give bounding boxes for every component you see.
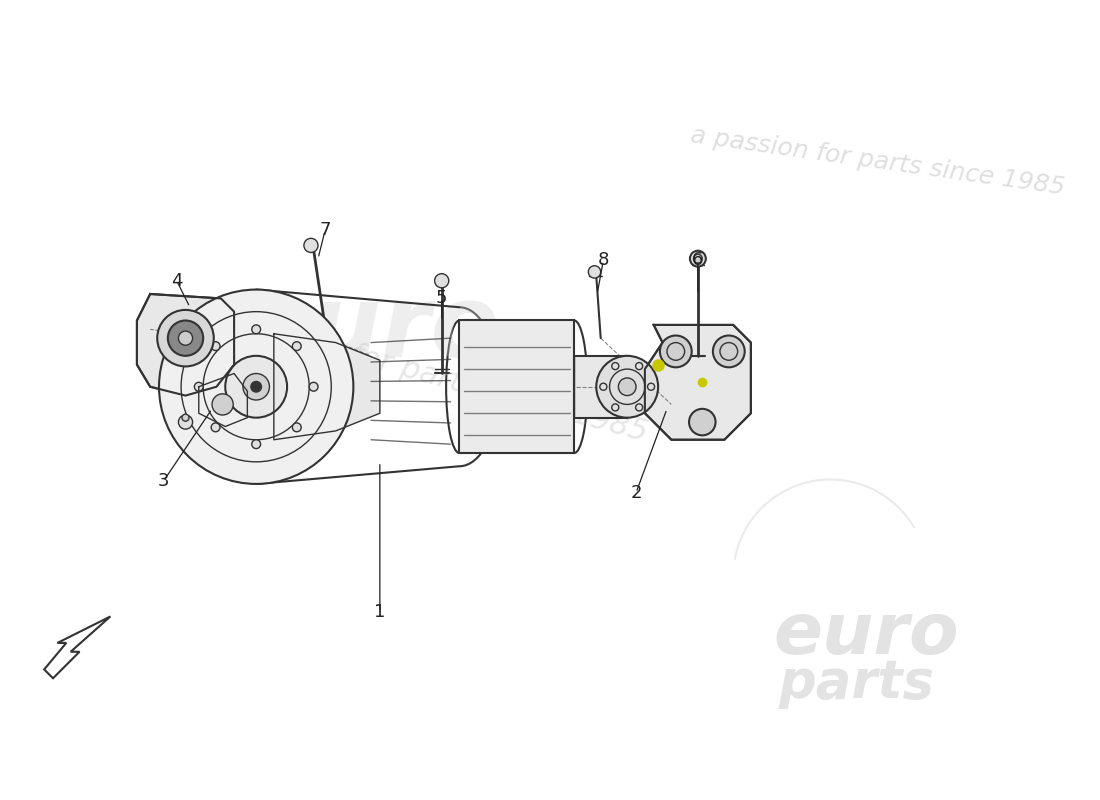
- Circle shape: [212, 394, 233, 415]
- Circle shape: [648, 383, 654, 390]
- Circle shape: [618, 378, 636, 395]
- Polygon shape: [44, 617, 110, 678]
- Circle shape: [434, 274, 449, 288]
- Polygon shape: [274, 334, 379, 440]
- Text: 8: 8: [597, 251, 609, 270]
- Circle shape: [252, 440, 261, 449]
- Text: 6: 6: [692, 251, 704, 270]
- Text: 3: 3: [157, 472, 169, 490]
- Text: 5: 5: [436, 290, 448, 307]
- Circle shape: [195, 382, 204, 391]
- Circle shape: [612, 404, 619, 411]
- Text: 4: 4: [170, 272, 183, 290]
- Circle shape: [293, 423, 301, 432]
- Text: a passion for parts since 1985: a passion for parts since 1985: [198, 300, 650, 447]
- Text: euro: euro: [242, 281, 499, 378]
- Circle shape: [178, 415, 192, 429]
- Circle shape: [226, 356, 287, 418]
- Circle shape: [252, 325, 261, 334]
- Circle shape: [713, 335, 745, 367]
- Polygon shape: [136, 294, 234, 395]
- Polygon shape: [645, 325, 751, 440]
- Circle shape: [293, 342, 301, 350]
- Circle shape: [689, 409, 716, 435]
- Circle shape: [690, 250, 706, 266]
- Bar: [460, 321, 574, 453]
- Circle shape: [211, 423, 220, 432]
- Circle shape: [157, 310, 213, 366]
- Circle shape: [612, 362, 619, 370]
- Text: 1: 1: [374, 603, 385, 621]
- Text: euro: euro: [773, 600, 958, 669]
- Circle shape: [160, 290, 353, 484]
- Circle shape: [182, 414, 189, 422]
- Circle shape: [636, 362, 642, 370]
- Circle shape: [636, 404, 642, 411]
- Circle shape: [211, 342, 220, 350]
- Circle shape: [304, 238, 318, 253]
- Circle shape: [588, 266, 601, 278]
- Bar: [574, 356, 627, 418]
- Circle shape: [251, 382, 262, 392]
- Text: 7: 7: [319, 222, 331, 239]
- Text: 2: 2: [630, 484, 641, 502]
- Polygon shape: [199, 374, 248, 426]
- Text: a passion for parts since 1985: a passion for parts since 1985: [689, 123, 1067, 200]
- Circle shape: [243, 374, 270, 400]
- Circle shape: [660, 335, 692, 367]
- Text: parts: parts: [779, 657, 935, 709]
- Circle shape: [178, 331, 192, 346]
- Circle shape: [600, 383, 607, 390]
- Circle shape: [693, 254, 702, 263]
- Circle shape: [309, 382, 318, 391]
- Circle shape: [168, 321, 204, 356]
- Circle shape: [596, 356, 658, 418]
